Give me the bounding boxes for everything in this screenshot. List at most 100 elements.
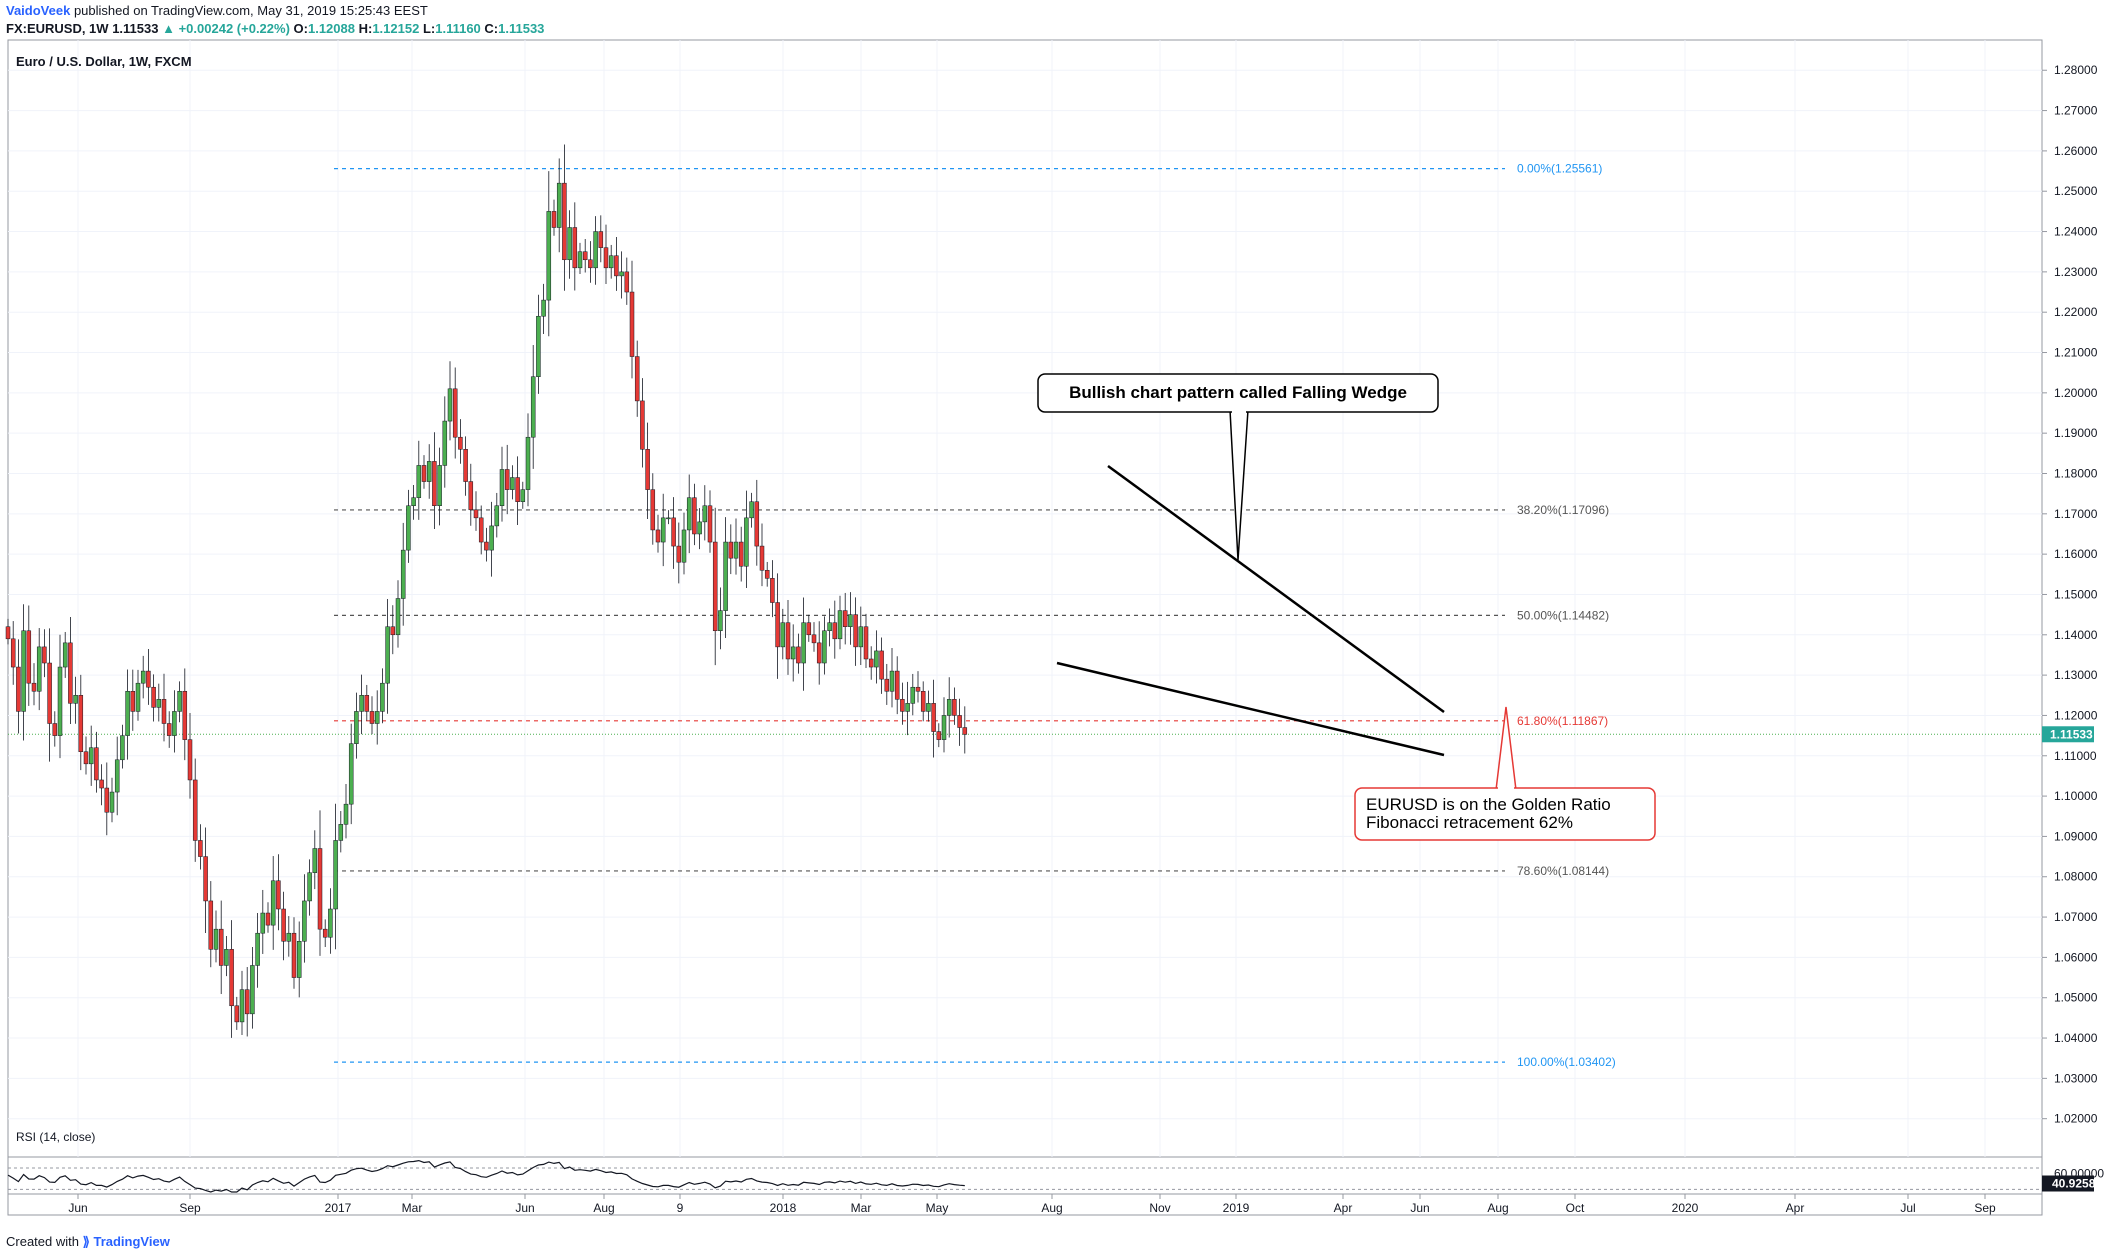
candle-up	[385, 626, 390, 684]
candle-down	[16, 666, 21, 712]
candle-down	[317, 848, 323, 930]
candle-down	[244, 989, 250, 1015]
candle-down	[582, 251, 588, 261]
candle-up	[135, 682, 141, 712]
candle-down	[624, 271, 630, 293]
candle-down	[842, 610, 848, 627]
candle-down	[598, 231, 604, 248]
candle-up	[556, 182, 562, 228]
rsi-last-marker	[2042, 1175, 2094, 1192]
candle-up	[790, 646, 796, 660]
candle-up	[172, 711, 177, 736]
price-tick-label: 1.14000	[2054, 628, 2098, 642]
candle-up	[499, 469, 505, 507]
candle-up	[328, 908, 333, 938]
price-tick-label: 1.17000	[2054, 507, 2098, 521]
candle-down	[458, 436, 463, 450]
candle-down	[42, 646, 47, 664]
candle-up	[941, 715, 947, 740]
candle-up	[57, 666, 63, 736]
candle-down	[754, 501, 760, 547]
candle-up	[88, 747, 94, 765]
candle-up	[270, 880, 276, 926]
candle-down	[728, 541, 734, 559]
ohlc-legend: FX:EURUSD, 1W 1.11533 ▲ +0.00242 (+0.22%…	[6, 20, 544, 38]
candle-up	[848, 614, 853, 627]
candle-down	[603, 247, 609, 269]
candle-down	[707, 505, 713, 543]
candle-up	[733, 541, 739, 559]
price-change: +0.00242 (+0.22%)	[178, 21, 290, 36]
candle-down	[322, 928, 328, 938]
candle-up	[510, 477, 515, 490]
time-tick-label: Mar	[851, 1201, 872, 1215]
time-tick-label: Sep	[179, 1201, 201, 1215]
candle-down	[920, 690, 926, 712]
price-tick-label: 1.03000	[2054, 1071, 2098, 1085]
candle-up	[348, 743, 354, 805]
candle-up	[109, 791, 115, 813]
candle-down	[198, 840, 203, 857]
time-tick-label: 9	[677, 1201, 684, 1215]
candle-down	[676, 545, 682, 563]
candle-down	[894, 670, 900, 700]
candle-down	[853, 614, 858, 648]
candle-up	[874, 650, 879, 668]
candle-down	[738, 541, 744, 567]
brand-name[interactable]: TradingView	[93, 1234, 170, 1249]
candle-up	[541, 299, 546, 317]
candle-up	[749, 501, 754, 519]
candle-up	[567, 227, 572, 261]
author-link[interactable]: VaidoVeek	[6, 3, 71, 18]
candle-down	[759, 545, 765, 571]
price-tick-label: 1.02000	[2054, 1112, 2098, 1126]
fib-level-label: 78.60%(1.08144)	[1517, 864, 1609, 878]
candle-down	[504, 469, 510, 490]
candle-down	[770, 578, 775, 603]
candle-up	[905, 703, 910, 712]
candle-up	[520, 489, 526, 502]
candle-up	[239, 989, 245, 1023]
open-label: O:	[293, 21, 308, 36]
candle-down	[572, 227, 578, 269]
candle-up	[686, 497, 692, 531]
publish-text: published on TradingView.com, May 31, 20…	[73, 3, 428, 18]
candle-up	[577, 251, 583, 269]
price-tick-label: 1.27000	[2054, 104, 2098, 118]
candle-up	[338, 824, 344, 841]
candle-down	[671, 517, 676, 547]
price-tick-label: 1.25000	[2054, 184, 2098, 198]
candle-up	[946, 699, 952, 716]
candle-up	[536, 315, 541, 377]
close-label: C:	[484, 21, 499, 36]
price-tick-label: 1.19000	[2054, 426, 2098, 440]
candle-down	[868, 658, 874, 668]
price-tick-label: 1.20000	[2054, 386, 2098, 400]
candle-up	[380, 682, 385, 712]
candle-down	[785, 622, 791, 660]
symbol-label: FX:EURUSD, 1W	[6, 21, 109, 36]
price-tick-label: 1.21000	[2054, 346, 2098, 360]
candles	[5, 144, 968, 1038]
candle-down	[551, 211, 557, 228]
candle-down	[634, 356, 640, 402]
candle-up	[437, 465, 442, 507]
fib-level-label: 100.00%(1.03402)	[1517, 1055, 1616, 1069]
candle-up	[286, 932, 292, 942]
price-tick-label: 1.16000	[2054, 547, 2098, 561]
price-tick-label: 1.04000	[2054, 1031, 2098, 1045]
candle-down	[650, 489, 656, 531]
candle-down	[369, 711, 375, 724]
candle-up	[822, 630, 827, 664]
candle-down	[655, 529, 661, 543]
candle-up	[494, 505, 500, 527]
price-tick-label: 1.12000	[2054, 708, 2098, 722]
candle-up	[530, 376, 536, 438]
close-value: 1.11533	[498, 21, 545, 36]
rsi-label: RSI (14, close)	[16, 1130, 95, 1144]
price-tick-label: 1.07000	[2054, 910, 2098, 924]
price-tick-label: 1.09000	[2054, 829, 2098, 843]
golden-ratio-text-line1: EURUSD is on the Golden Ratio	[1366, 795, 1611, 814]
